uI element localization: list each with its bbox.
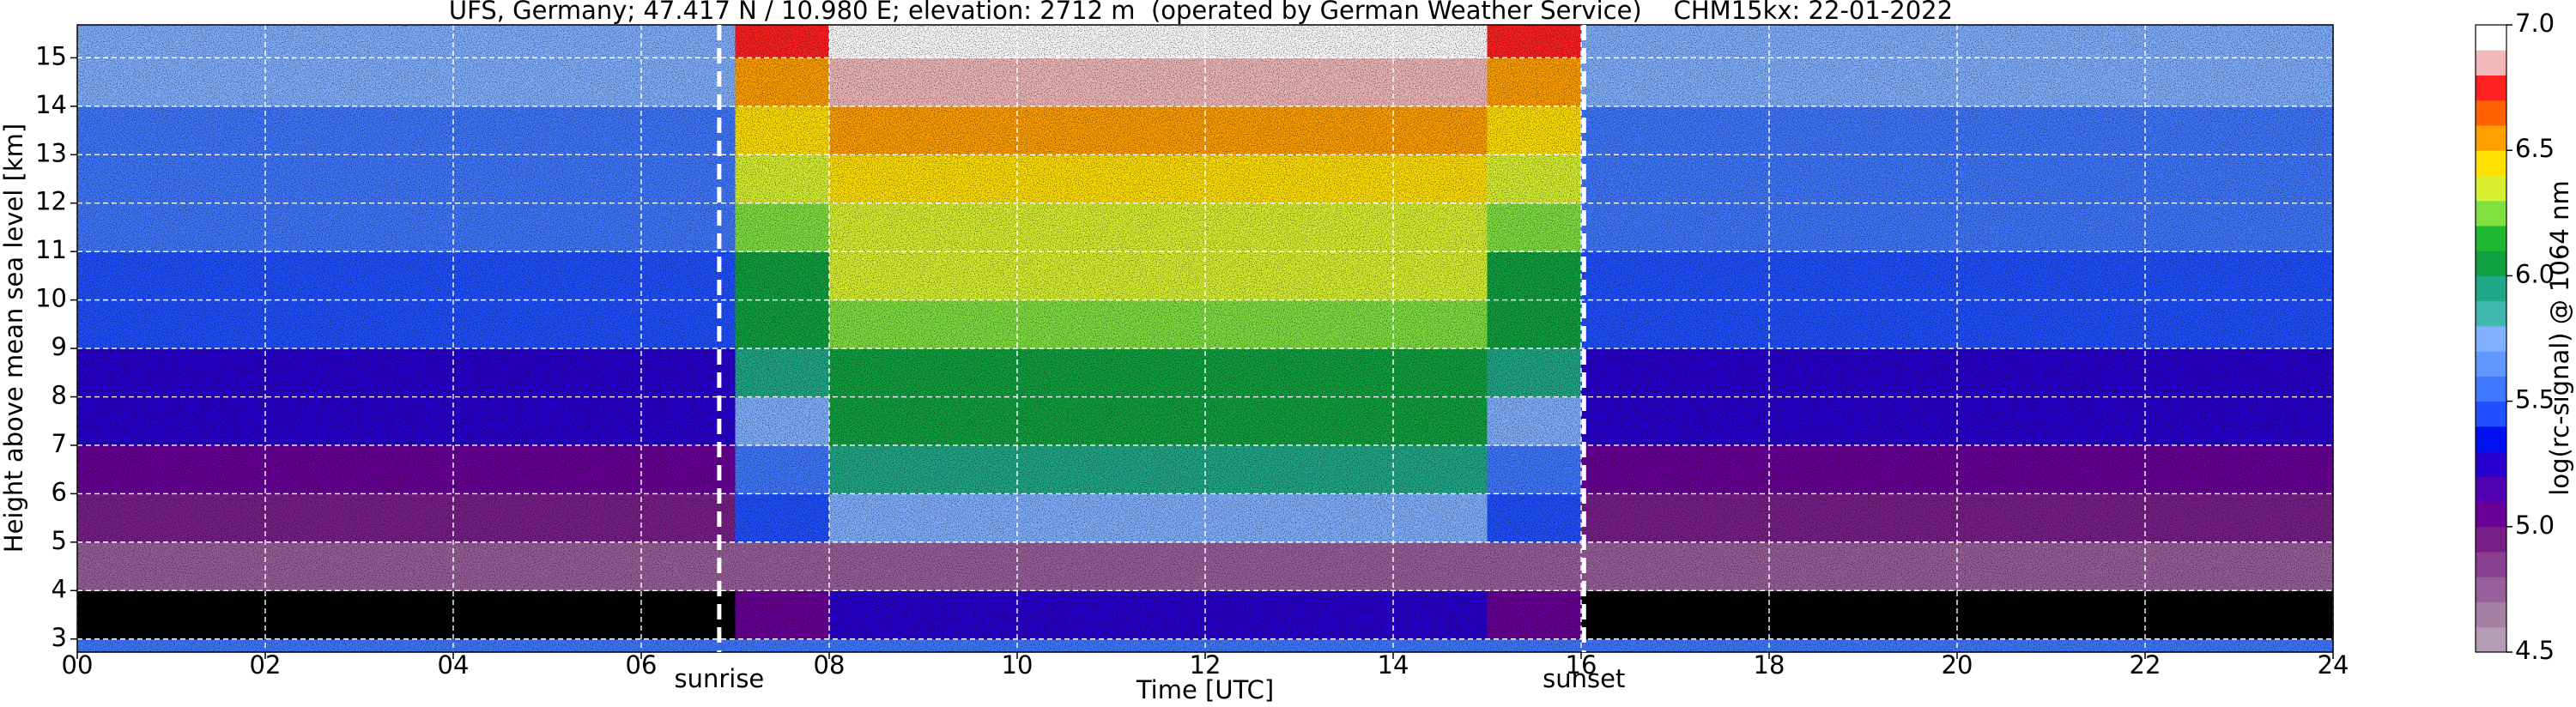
x-tick-label: 14 [1378, 650, 1409, 680]
colorbar-segment [2476, 150, 2506, 176]
y-tick-label: 12 [35, 187, 67, 216]
y-tick-label: 3 [52, 623, 67, 652]
colorbar-segment [2476, 451, 2506, 477]
y-tick-label: 15 [35, 41, 67, 70]
colorbar-segment [2476, 376, 2506, 402]
colorbar-segment [2476, 501, 2506, 528]
colorbar-segment [2476, 351, 2506, 377]
y-axis-label: Height above mean sea level [km] [0, 124, 28, 553]
x-tick-label: 08 [814, 650, 846, 680]
y-tick-label: 11 [35, 235, 67, 264]
colorbar-segment [2476, 75, 2506, 101]
colorbar-tick-label: 7.0 [2515, 9, 2555, 38]
y-tick-label: 4 [52, 574, 67, 603]
colorbar-segment [2476, 526, 2506, 553]
colorbar-segment [2476, 300, 2506, 327]
annotation-label: sunrise [674, 664, 764, 693]
colorbar-tick-label: 6.5 [2515, 134, 2555, 163]
x-tick-label: 18 [1754, 650, 1785, 680]
x-tick-label: 00 [62, 650, 94, 680]
y-tick-label: 14 [35, 90, 67, 119]
colorbar-frame [2475, 24, 2507, 653]
colorbar-segment [2476, 225, 2506, 251]
colorbar-segment [2476, 476, 2506, 503]
x-tick-label: 04 [438, 650, 470, 680]
colorbar-segment [2476, 50, 2506, 76]
x-tick-label: 20 [1942, 650, 1973, 680]
annotation-label: sunset [1543, 664, 1625, 693]
colorbar-tick-label: 4.5 [2515, 636, 2555, 665]
x-tick-label: 22 [2130, 650, 2161, 680]
y-tick-label: 5 [52, 526, 67, 555]
colorbar-segment [2476, 100, 2506, 126]
x-axis-label: Time [UTC] [1136, 675, 1274, 704]
x-tick-label: 24 [2318, 650, 2349, 680]
colorbar-segment [2476, 175, 2506, 202]
colorbar-tick-label: 5.5 [2515, 385, 2555, 414]
y-tick-label: 6 [52, 477, 67, 506]
colorbar-tick-label: 6.0 [2515, 259, 2555, 288]
y-tick-label: 10 [35, 284, 67, 313]
colorbar-segment [2476, 552, 2506, 577]
x-tick-label: 06 [626, 650, 658, 680]
colorbar-segment [2476, 601, 2506, 628]
colorbar-segment [2476, 426, 2506, 452]
colorbar-label: log(rc-signal) @ 1064 nm [2545, 180, 2574, 495]
x-tick-label: 12 [1190, 650, 1221, 680]
colorbar-segment [2476, 401, 2506, 427]
colorbar-segment [2476, 275, 2506, 302]
colorbar-tick-label: 5.0 [2515, 511, 2555, 540]
y-tick-label: 13 [35, 138, 67, 167]
colorbar-segment [2476, 251, 2506, 276]
x-tick-label: 16 [1566, 650, 1597, 680]
colorbar-segment [2476, 200, 2506, 227]
colorbar-segment [2476, 626, 2506, 653]
colorbar-segment [2476, 124, 2506, 151]
grid [76, 25, 2334, 652]
chart-title: UFS, Germany; 47.417 N / 10.980 E; eleva… [449, 0, 1953, 25]
y-tick-label: 8 [52, 381, 67, 410]
y-tick-label: 9 [52, 332, 67, 361]
colorbar-segment [2476, 577, 2506, 603]
y-tick-label: 7 [52, 429, 67, 458]
colorbar-segment [2476, 325, 2506, 352]
x-tick-label: 02 [250, 650, 282, 680]
x-tick-label: 10 [1002, 650, 1033, 680]
colorbar-segment [2476, 25, 2506, 51]
